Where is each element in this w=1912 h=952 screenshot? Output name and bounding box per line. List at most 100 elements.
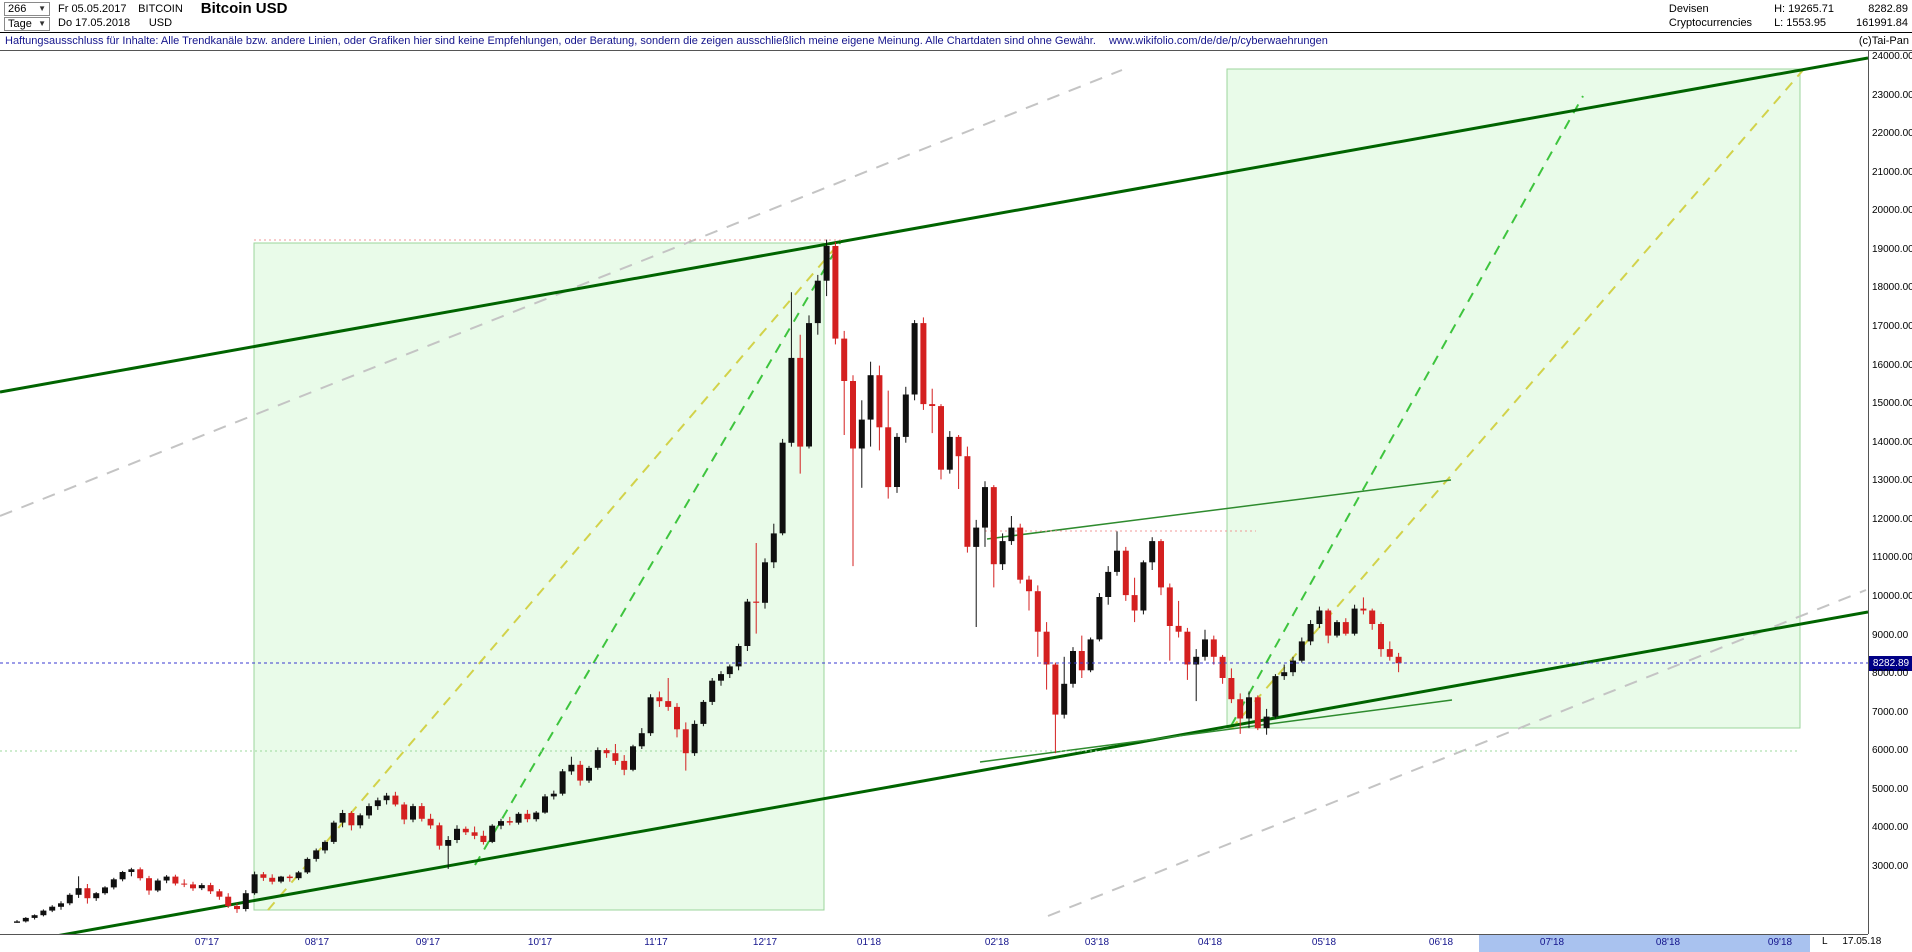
candle xyxy=(445,836,452,869)
candle xyxy=(498,818,504,830)
candle xyxy=(682,722,689,771)
resistance-line-minor[interactable] xyxy=(986,479,1452,540)
candle xyxy=(1351,604,1358,636)
price-tick-label: 11000.00 xyxy=(1872,552,1912,564)
period-unit-dropdown[interactable]: Tage ▼ xyxy=(4,16,50,31)
price-tick-label: 24000.00 xyxy=(1872,51,1912,62)
price-tick-label: 8000.00 xyxy=(1872,668,1909,680)
candle xyxy=(902,386,909,443)
month-label: 06'18 xyxy=(1428,937,1454,948)
date-from[interactable]: Fr 05.05.2017 xyxy=(58,3,127,15)
candle xyxy=(102,886,108,895)
candle xyxy=(638,728,645,749)
candle xyxy=(1360,597,1367,615)
candle xyxy=(251,871,258,895)
candle xyxy=(630,744,636,772)
high-value: H: 19265.71 xyxy=(1774,3,1834,15)
channel-box-left[interactable] xyxy=(253,242,825,911)
scale-mode-label[interactable]: L xyxy=(1822,936,1828,947)
month-label: 01'18 xyxy=(856,937,882,948)
candle xyxy=(1272,674,1279,719)
candle xyxy=(1254,695,1261,731)
candle xyxy=(242,890,249,912)
candle xyxy=(594,747,601,770)
candle xyxy=(691,720,698,756)
candle xyxy=(920,317,927,410)
candle xyxy=(973,519,980,627)
candle xyxy=(163,875,170,884)
candle xyxy=(1246,691,1252,729)
channel-upper-line[interactable] xyxy=(0,56,1868,394)
candle xyxy=(1334,620,1340,638)
candle xyxy=(471,826,478,840)
candle xyxy=(1386,641,1393,661)
copyright-label: (c)Tai-Pan xyxy=(1858,35,1909,47)
candle xyxy=(665,678,672,711)
price-tick-label: 14000.00 xyxy=(1872,436,1912,448)
yellow-dashed-trendline-1[interactable] xyxy=(267,240,842,911)
candle xyxy=(885,390,892,499)
candle xyxy=(172,874,179,886)
candle xyxy=(982,481,988,547)
green-dashed-trendline-1[interactable] xyxy=(474,240,842,866)
symbol-name: BITCOIN xyxy=(138,3,183,15)
disclaimer-text: Haftungsausschluss für Inhalte: Alle Tre… xyxy=(5,35,1096,47)
channel-lower-line[interactable] xyxy=(0,610,1868,934)
candle xyxy=(1158,539,1164,596)
month-label: 08'18 xyxy=(1655,937,1681,948)
price-tick-label: 9000.00 xyxy=(1872,629,1909,641)
candle xyxy=(49,905,56,913)
candle xyxy=(1193,649,1200,702)
month-label: 11'17 xyxy=(644,937,668,948)
chevron-down-icon: ▼ xyxy=(38,3,46,13)
price-tick-label: 21000.00 xyxy=(1872,166,1912,178)
candle xyxy=(322,840,328,854)
candle xyxy=(190,881,196,891)
candle xyxy=(744,598,751,651)
disclaimer-url-link[interactable]: www.wikifolio.com/de/de/p/cyberwaehrunge… xyxy=(1108,35,1328,47)
candle xyxy=(58,901,64,910)
time-axis[interactable]: 07'17 08'17 09'17 10'17 11'17 12'17 01'18 02'18… xyxy=(0,934,1868,952)
candle xyxy=(14,920,20,923)
candle xyxy=(234,903,240,913)
candle xyxy=(832,242,839,345)
candle xyxy=(84,884,91,904)
candle xyxy=(762,558,768,609)
price-tick-label: 23000.00 xyxy=(1872,89,1912,101)
candle xyxy=(366,803,372,819)
candle xyxy=(436,822,443,850)
support-line-minor[interactable] xyxy=(979,699,1453,763)
price-tick-label: 5000.00 xyxy=(1872,783,1909,795)
price-tick-label: 12000.00 xyxy=(1872,513,1912,525)
candle xyxy=(709,678,716,705)
page-title: Bitcoin USD xyxy=(200,0,288,17)
candle xyxy=(1166,583,1173,661)
green-dashed-trendline-2[interactable] xyxy=(1230,95,1584,727)
candle xyxy=(1131,577,1138,623)
price-tick-label: 3000.00 xyxy=(1872,861,1909,872)
candle xyxy=(1184,627,1191,680)
candle xyxy=(75,876,82,898)
candle xyxy=(718,671,724,686)
month-label: 10'17 xyxy=(527,937,553,948)
price-axis[interactable]: 8282.89 24000.00 23000.00 22000.00 21000.00… xyxy=(1868,51,1912,934)
candle xyxy=(876,365,883,451)
period-count-dropdown[interactable]: 266 ▼ xyxy=(4,1,50,16)
candle xyxy=(66,893,73,906)
month-label: 04'18 xyxy=(1197,937,1223,948)
candle xyxy=(929,388,936,434)
month-label: 07'17 xyxy=(194,937,220,948)
gray-dashed-trendline-2[interactable] xyxy=(1047,589,1867,917)
candle xyxy=(1342,618,1349,636)
channel-box-right[interactable] xyxy=(1226,68,1801,729)
candle xyxy=(418,803,425,822)
candle xyxy=(894,433,900,493)
last-price-value: 8282.89 xyxy=(1868,3,1908,15)
candle xyxy=(1378,622,1384,657)
candle xyxy=(286,874,293,882)
date-to[interactable]: Do 17.05.2018 xyxy=(58,17,131,29)
volume-value: 161991.84 xyxy=(1856,17,1908,29)
month-label: 07'18 xyxy=(1539,937,1565,948)
month-label: 02'18 xyxy=(984,937,1010,948)
candlestick-chart[interactable] xyxy=(0,51,1868,934)
